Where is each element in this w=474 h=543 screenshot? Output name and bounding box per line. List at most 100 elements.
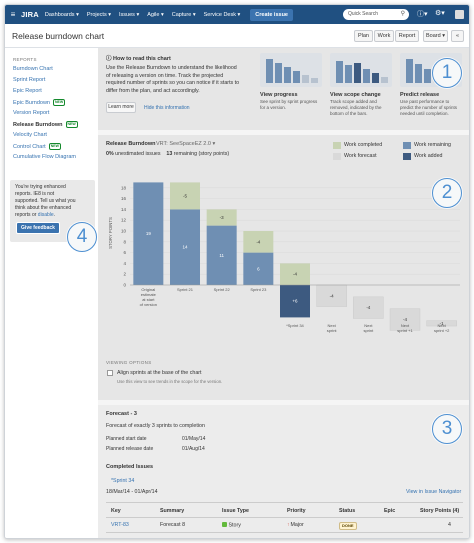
top-navigation: ≡ JIRA Dashboards ▾ Projects ▾ Issues ▾ …: [5, 5, 469, 24]
give-feedback-button[interactable]: Give feedback: [16, 222, 60, 234]
sidebar-item-label: Velocity Chart: [13, 132, 47, 138]
x-tick-label: of version: [140, 302, 157, 307]
bar-forecast: [426, 320, 457, 327]
version-selector[interactable]: VRT: SeeSpaceEZ 2.0 ▾: [156, 141, 216, 147]
planned-start-value: 01/May/14: [182, 436, 206, 442]
menu-icon[interactable]: ≡: [10, 10, 16, 19]
bar-label: -4: [293, 272, 297, 277]
x-tick-label: Sprint 22: [214, 287, 231, 292]
sidebar-item-epic-report[interactable]: Epic Report: [13, 88, 42, 94]
collapse-button[interactable]: «: [451, 30, 464, 42]
gear-icon[interactable]: ⚙▾: [435, 10, 445, 17]
nav-dashboards[interactable]: Dashboards ▾: [44, 11, 79, 18]
thumb-bar: [266, 59, 273, 83]
search-icon: ⚲: [400, 11, 405, 17]
legend-completed: Work completed: [344, 142, 383, 148]
app-window: ≡ JIRA Dashboards ▾ Projects ▾ Issues ▾ …: [4, 4, 470, 539]
status-badge: DONE: [339, 522, 357, 530]
x-tick-label: sprint +1: [397, 328, 413, 333]
legend-remaining: Work remaining: [414, 142, 451, 148]
legend-swatch-forecast: [333, 153, 341, 160]
new-badge: NEW: [65, 121, 78, 128]
issue-navigator-link[interactable]: View in Issue Navigator: [406, 489, 462, 495]
bar-label: -1: [440, 321, 444, 326]
bar-added: [280, 285, 310, 318]
y-tick-label: 16: [121, 196, 127, 201]
sidebar-item-label: Release Burndown: [13, 122, 63, 128]
forecast-title: Forecast - 3: [106, 411, 137, 417]
planned-release-label: Planned release date: [106, 446, 154, 452]
sidebar-item-release-burndown[interactable]: Release Burndown NEW: [13, 121, 78, 128]
bar-label: -4: [403, 317, 407, 322]
avatar[interactable]: [455, 10, 464, 19]
desc-line: Use past performance to: [400, 99, 450, 104]
story-icon: [222, 522, 227, 527]
thumb-bar: [381, 77, 388, 83]
nav-agile[interactable]: Agile ▾: [147, 11, 164, 18]
thumb-bar: [275, 63, 282, 83]
y-tick-label: 6: [123, 250, 126, 255]
plan-button[interactable]: Plan: [354, 30, 373, 42]
nav-issues[interactable]: Issues ▾: [119, 11, 140, 18]
help-icon[interactable]: ⓘ▾: [417, 11, 428, 18]
sidebar-item-velocity[interactable]: Velocity Chart: [13, 132, 47, 138]
nav-capture[interactable]: Capture ▾: [171, 11, 196, 18]
desc-line: predict the number of sprints: [400, 105, 458, 110]
col-issue-type: Issue Type: [222, 508, 249, 514]
board-dropdown[interactable]: Board ▾: [423, 30, 448, 42]
disable-link[interactable]: disable: [37, 212, 54, 218]
forecast-panel: Forecast - 3 Forecast of exactly 3 sprin…: [98, 405, 469, 538]
bar-remaining: [133, 182, 164, 285]
x-tick-label: Next: [401, 323, 410, 328]
bar-label: 6: [257, 266, 260, 271]
sidebar-item-label: Epic Report: [13, 88, 42, 94]
notice-line: reports or disable.: [15, 212, 90, 219]
quick-search-input[interactable]: Quick Search ⚲: [343, 9, 409, 20]
help-title: ⓘ How to read this chart: [106, 54, 171, 62]
jira-logo[interactable]: JIRA: [21, 10, 39, 19]
hide-information-link[interactable]: Hide this information: [144, 105, 190, 111]
sidebar-item-version-report[interactable]: Version Report: [13, 110, 49, 116]
issue-key-link[interactable]: VRT-83: [111, 522, 129, 528]
predict-release-title: Predict release: [400, 92, 440, 98]
help-line: required number of sprints so you can no…: [106, 80, 240, 86]
notice-line: You're trying enhanced: [15, 184, 66, 190]
sidebar-item-epic-burndown[interactable]: Epic Burndown NEW: [13, 99, 66, 106]
x-tick-label: at start: [142, 297, 155, 302]
bar-label: -3: [220, 215, 224, 220]
help-title-text: How to read this chart: [113, 56, 171, 62]
col-priority: Priority: [287, 508, 306, 514]
notice-line: reports. IE8 is not: [15, 191, 55, 197]
table-divider: [106, 517, 463, 518]
nav-service-desk[interactable]: Service Desk ▾: [203, 11, 241, 18]
y-tick-label: 18: [121, 185, 127, 190]
remaining-count: 13: [166, 151, 173, 157]
sprint-link[interactable]: *Sprint 34: [111, 478, 135, 484]
bar-label: 19: [146, 231, 152, 236]
work-button[interactable]: Work: [374, 30, 394, 42]
learn-more-button[interactable]: Learn more: [106, 102, 136, 113]
help-line: differ from the plan, and act accordingl…: [106, 87, 200, 94]
issue-type: Story: [222, 522, 241, 529]
planned-release-value: 01/Aug/14: [182, 446, 205, 452]
sidebar-item-sprint-report[interactable]: Sprint Report: [13, 77, 45, 83]
viewing-options-heading: VIEWING OPTIONS: [106, 360, 152, 365]
sidebar-item-burndown[interactable]: Burndown Chart: [13, 66, 53, 72]
nav-projects[interactable]: Projects ▾: [86, 11, 112, 18]
forecast-desc: Forecast of exactly 3 sprints to complet…: [106, 423, 205, 429]
issue-story-points: 4: [448, 522, 451, 528]
sidebar-item-cumulative-flow[interactable]: Cumulative Flow Diagram: [13, 154, 76, 160]
new-badge: NEW: [48, 143, 61, 150]
sidebar-item-control-chart[interactable]: Control Chart NEW: [13, 143, 61, 150]
thumb-bar: [311, 78, 318, 83]
predict-release-desc: Use past performance to predict the numb…: [400, 99, 466, 117]
y-tick-label: 4: [123, 261, 126, 266]
thumb-bar: [302, 75, 309, 83]
help-panel: ⓘ How to read this chart Use the Release…: [98, 48, 469, 130]
report-button[interactable]: Report: [395, 30, 419, 42]
align-sprints-checkbox[interactable]: [107, 370, 113, 376]
bar-label: 11: [219, 253, 224, 258]
view-scope-title: View scope change: [330, 92, 381, 98]
create-issue-button[interactable]: Create issue: [250, 8, 293, 21]
col-status: Status: [339, 508, 356, 514]
